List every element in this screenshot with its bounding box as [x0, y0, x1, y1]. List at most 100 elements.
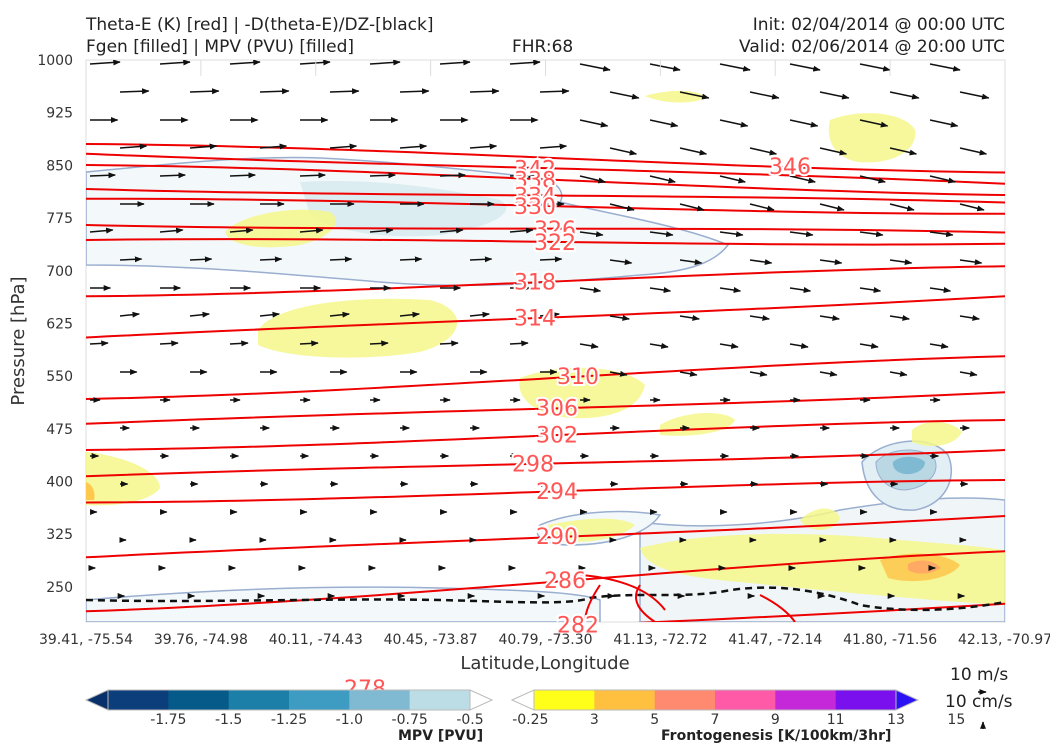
colorbar-segment: [228, 690, 290, 710]
wind-vector: [609, 259, 633, 266]
wind-vector: [439, 60, 471, 66]
wind-vector: [119, 256, 143, 263]
theta-e-fragment: [579, 574, 666, 611]
theta-e-contour: [86, 550, 1005, 613]
wind-vector: [859, 287, 882, 293]
colorbar-segment: [594, 690, 656, 710]
mpv-colorbar-label: MPV [PVU]: [398, 728, 484, 744]
colorbar-tick-label: -0.75: [392, 712, 428, 728]
wind-vector: [929, 231, 954, 238]
wind-vector: [819, 147, 848, 156]
wind-vector: [819, 370, 838, 377]
wind-vector: [889, 314, 910, 321]
wind-vector: [859, 342, 879, 349]
wind-vector: [369, 172, 396, 179]
forecast-hour: FHR:68: [512, 37, 574, 57]
theta-e-contour-label: 302: [536, 424, 578, 449]
theta-e-contour-label: 310: [557, 365, 599, 390]
colorbar-segment: [654, 690, 716, 710]
wind-vector: [439, 172, 466, 179]
theta-e-contour: [86, 479, 1005, 504]
wind-vector: [259, 311, 280, 318]
theta-e-contour: [86, 164, 1005, 196]
x-tick-label: 40.11, -74.43: [269, 632, 363, 648]
x-tick-label: 41.13, -72.72: [613, 632, 707, 648]
wind-vector: [579, 342, 599, 349]
wind-vector: [789, 119, 819, 128]
theta-e-contour: [86, 391, 1005, 425]
wind-vector: [649, 119, 679, 128]
wind-vector: [789, 287, 812, 293]
wind-vector: [749, 91, 780, 100]
y-tick-label: 475: [46, 422, 73, 438]
wind-vector: [189, 311, 210, 318]
wind-vector: [259, 143, 288, 150]
wind-vector: [889, 147, 918, 156]
wind-vector: [89, 227, 114, 234]
colorbar-segment: [835, 690, 897, 710]
wind-vector: [649, 175, 676, 184]
wind-vector: [859, 175, 886, 184]
wind-vector: [469, 311, 490, 318]
wind-vector: [329, 311, 350, 318]
colorbar-extend-low: [84, 689, 109, 711]
fgen-region: [828, 113, 916, 163]
wind-vector: [929, 287, 952, 293]
wind-vector: [679, 147, 708, 156]
wind-vector: [789, 63, 821, 72]
theta-e-contour: [86, 143, 1005, 174]
theta-e-contour-label: 318: [514, 271, 556, 296]
theta-e-contour: [637, 602, 1005, 622]
reference-vector-label-horizontal: 10 m/s: [950, 665, 1009, 685]
wind-vector: [579, 119, 609, 128]
init-time: Init: 02/04/2014 @ 00:00 UTC: [752, 15, 1005, 35]
wind-vector: [259, 256, 283, 263]
wind-vector: [889, 259, 913, 266]
colorbar-extend-high: [469, 689, 494, 711]
y-tick-label: 700: [46, 264, 73, 280]
wind-vector: [329, 88, 360, 95]
colorbar-segment: [409, 690, 471, 710]
wind-vector: [609, 203, 635, 212]
colorbar-segment: [168, 690, 230, 710]
theta-e-contour-label: 342: [514, 157, 556, 182]
wind-vector: [749, 314, 770, 321]
colorbar-tick-label: -1.25: [271, 712, 307, 728]
theta-e-contour: [86, 265, 1005, 298]
wind-vector: [229, 340, 249, 347]
wind-vector: [229, 227, 254, 234]
theta-e-contour-label: 290: [536, 525, 578, 550]
wind-vector: [579, 287, 602, 293]
wind-vector: [89, 340, 109, 347]
wind-vector: [189, 88, 220, 95]
colorbar-segment: [534, 690, 595, 710]
wind-vector: [859, 231, 884, 238]
wind-vector: [539, 311, 560, 318]
wind-vector: [159, 340, 179, 347]
wind-vector: [719, 175, 746, 184]
wind-vector: [159, 172, 186, 179]
wind-vector: [819, 314, 840, 321]
theta-e-contour-label: 334: [514, 185, 556, 210]
wind-vector: [649, 63, 681, 72]
wind-vector: [399, 88, 430, 95]
theta-e-contour: [86, 224, 1005, 234]
wind-vector: [819, 91, 850, 100]
colorbar-segment: [108, 690, 169, 710]
x-tick-label: 39.76, -74.98: [154, 632, 248, 648]
theta-e-contour-label: 282: [557, 614, 599, 639]
wind-vector: [679, 203, 705, 212]
wind-vector: [189, 256, 213, 263]
wind-vector: [959, 259, 983, 266]
wind-vector: [889, 91, 920, 100]
wind-vector: [299, 60, 331, 66]
wind-vector: [859, 119, 889, 128]
wind-vector: [929, 342, 949, 349]
wind-vector: [189, 143, 218, 150]
wind-vector: [859, 63, 891, 72]
wind-vector: [329, 143, 358, 150]
mpv-blob-core: [892, 456, 925, 475]
wind-vector: [229, 172, 256, 179]
wind-vector: [469, 256, 493, 263]
wind-vector: [929, 175, 956, 184]
